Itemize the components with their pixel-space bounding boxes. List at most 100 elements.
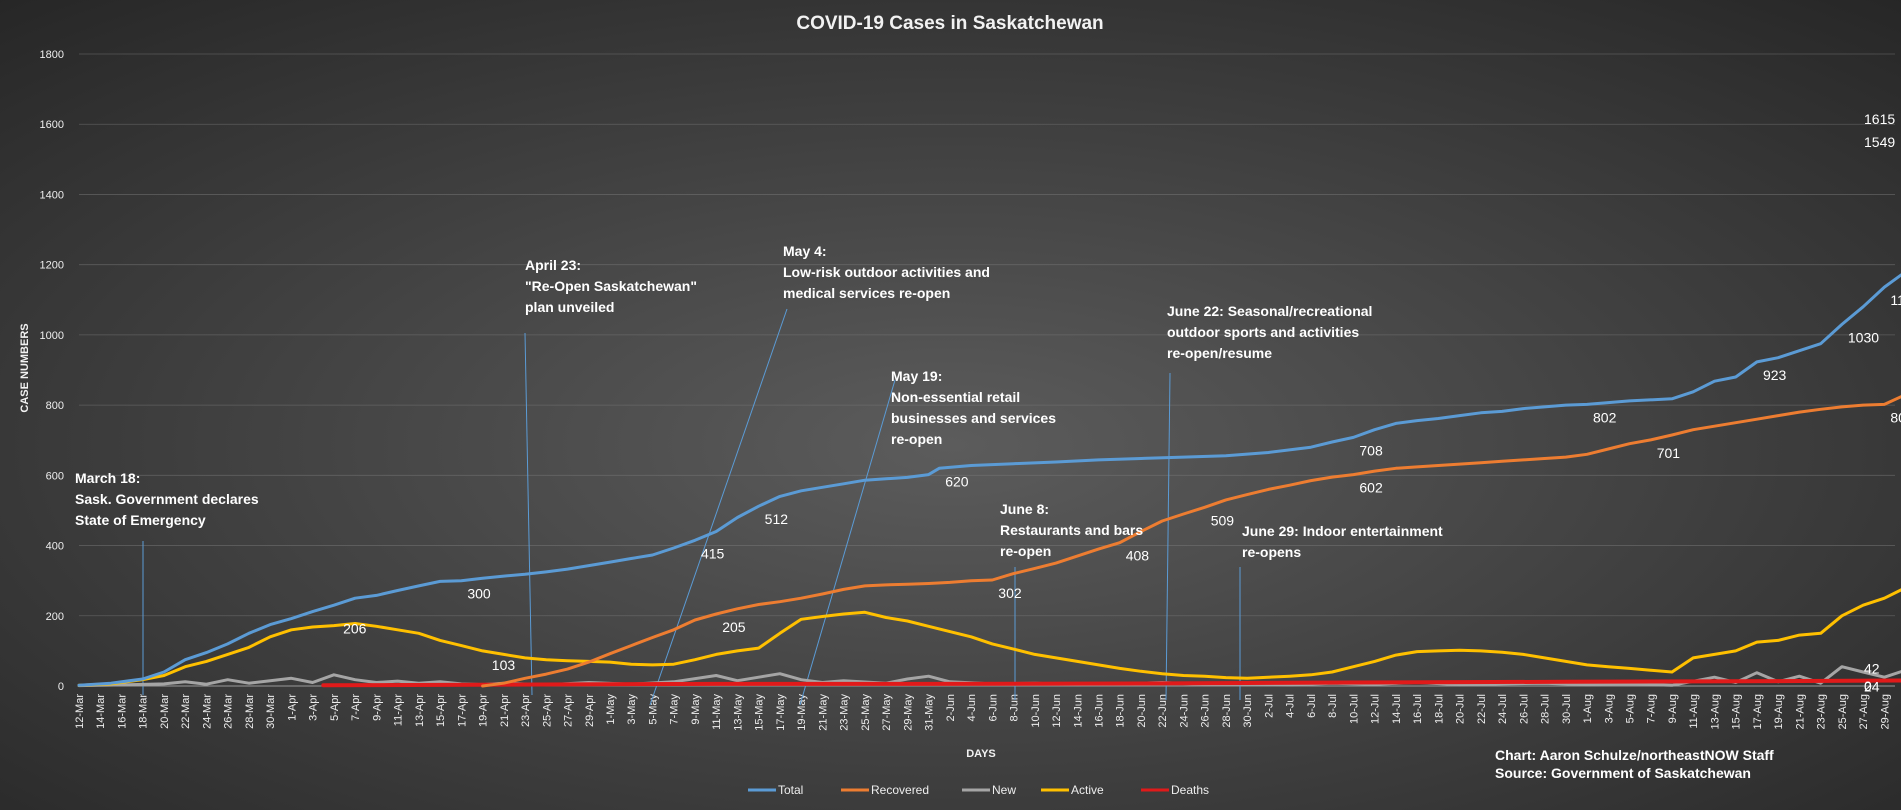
x-tick-label: 14-Mar	[95, 694, 107, 729]
x-tick-label: 9-Apr	[371, 694, 383, 721]
annotation-pointer-line	[524, 332, 533, 696]
y-tick-label: 1800	[40, 49, 64, 61]
legend-label-new: New	[992, 783, 1016, 797]
x-tick-label: 12-Jun	[1051, 694, 1063, 728]
data-label: 512	[765, 511, 789, 527]
legend: Total Recovered New Active Deaths	[748, 783, 1209, 797]
y-tick-label: 200	[46, 611, 64, 623]
y-tick-label: 1000	[40, 330, 64, 342]
data-label: 1615	[1864, 111, 1895, 127]
x-tick-label: 2-Jul	[1263, 694, 1275, 718]
data-label: 300	[467, 586, 491, 602]
x-tick-label: 5-Aug	[1625, 694, 1637, 723]
x-tick-label: 28-Mar	[244, 694, 256, 729]
x-tick-label: 26-Mar	[223, 694, 235, 729]
x-tick-label: 11-Apr	[393, 694, 405, 727]
x-tick-label: 5-May	[647, 694, 659, 725]
credit-line: Source: Government of Saskatchewan	[1495, 765, 1751, 781]
x-tick-label: 7-Aug	[1646, 694, 1658, 723]
data-label: 701	[1657, 445, 1681, 461]
x-tick-label: 4-Jun	[966, 694, 978, 722]
data-label: 302	[998, 585, 1022, 601]
x-tick-label: 11-May	[711, 694, 723, 730]
x-tick-label: 15-May	[754, 694, 766, 731]
x-tick-label: 25-Aug	[1837, 694, 1849, 729]
legend-label-recovered: Recovered	[871, 783, 929, 797]
x-tick-label: 12-Jul	[1370, 694, 1382, 724]
annotation-pointer-line	[649, 308, 788, 706]
x-tick-label: 9-May	[690, 694, 702, 725]
annotation-pointer-line	[1165, 372, 1171, 701]
x-tick-label: 16-Jun	[1094, 694, 1106, 728]
data-label: 103	[492, 657, 516, 673]
chart-credit: Chart: Aaron Schulze/northeastNOW Staff S…	[1495, 747, 1774, 781]
x-tick-label: 22-Jun	[1157, 694, 1169, 728]
x-axis-title: DAYS	[966, 748, 996, 760]
y-tick-label: 600	[46, 470, 64, 482]
x-tick-label: 26-Jun	[1200, 694, 1212, 728]
data-label: 602	[1359, 480, 1383, 496]
x-tick-label: 3-Aug	[1603, 694, 1615, 723]
x-tick-label: 28-Jul	[1540, 694, 1552, 724]
data-label: 509	[1211, 512, 1235, 528]
x-tick-label: 20-Jun	[1136, 694, 1148, 728]
x-tick-label: 1-Aug	[1582, 694, 1594, 723]
x-tick-label: 22-Jul	[1476, 694, 1488, 724]
annotation-may-19: May 19: Non-essential retail businesses an…	[891, 368, 1056, 447]
x-tick-label: 21-Aug	[1794, 694, 1806, 729]
x-tick-label: 6-Jul	[1306, 694, 1318, 718]
x-tick-label: 2-Jun	[945, 694, 957, 722]
data-label: 415	[701, 545, 725, 561]
annotation-may-4: May 4: Low-risk outdoor activities and med…	[783, 243, 990, 301]
x-tick-label: 1-May	[605, 694, 617, 725]
data-label: 1136	[1890, 292, 1901, 308]
x-tick-label: 24-Jun	[1178, 694, 1190, 728]
credit-line: Chart: Aaron Schulze/northeastNOW Staff	[1495, 747, 1774, 763]
x-tick-label: 27-Apr	[563, 694, 575, 727]
x-tick-label: 14-Jun	[1072, 694, 1084, 728]
y-tick-label: 0	[58, 681, 64, 693]
x-tick-label: 23-Aug	[1816, 694, 1828, 729]
legend-label-deaths: Deaths	[1171, 783, 1209, 797]
data-label: 620	[945, 473, 969, 489]
x-tick-label: 22-Mar	[180, 694, 192, 729]
x-tick-label: 18-Jul	[1433, 694, 1445, 724]
x-tick-label: 31-May	[924, 694, 936, 731]
data-label: 923	[1763, 367, 1787, 383]
annotation-june-29: June 29: Indoor entertainment re-opens	[1242, 523, 1443, 560]
x-tick-label: 21-Apr	[499, 694, 511, 727]
x-tick-label: 25-Apr	[541, 694, 553, 727]
x-tick-label: 6-Jun	[987, 694, 999, 722]
data-label: 206	[343, 621, 367, 637]
x-tick-label: 15-Apr	[435, 694, 447, 727]
x-tick-label: 19-May	[796, 694, 808, 731]
x-tick-label: 3-May	[626, 694, 638, 725]
data-label: 708	[1359, 442, 1383, 458]
legend-label-active: Active	[1071, 783, 1104, 797]
x-tick-label: 9-Aug	[1667, 694, 1679, 723]
x-tick-label: 8-Jul	[1327, 694, 1339, 718]
x-tick-label: 29-Apr	[584, 694, 596, 727]
x-tick-label: 21-May	[817, 694, 829, 731]
x-tick-label: 16-Mar	[116, 694, 128, 729]
annotation-march-18: March 18: Sask. Government declares State …	[75, 470, 259, 528]
annotation-june-8: June 8: Restaurants and bars re-open	[1000, 501, 1143, 559]
x-tick-label: 30-Jul	[1561, 694, 1573, 724]
x-tick-label: 12-Mar	[74, 694, 86, 729]
x-tick-label: 23-May	[839, 694, 851, 731]
chart-title: COVID-19 Cases in Saskatchewan	[796, 13, 1103, 34]
x-tick-label: 7-Apr	[350, 694, 362, 721]
x-tick-label: 25-May	[860, 694, 872, 731]
x-tick-label: 11-Aug	[1688, 694, 1700, 729]
annotation-april-23: April 23: "Re-Open Saskatchewan" plan unve…	[525, 257, 697, 315]
x-tick-label: 13-May	[732, 694, 744, 731]
x-tick-label: 8-Jun	[1009, 694, 1021, 722]
data-label: 1549	[1864, 134, 1895, 150]
x-tick-label: 14-Jul	[1391, 694, 1403, 724]
series-line-recovered	[481, 395, 1901, 688]
data-label: 205	[722, 619, 746, 635]
y-tick-label: 1600	[40, 119, 64, 131]
x-tick-label: 30-Mar	[265, 694, 277, 729]
data-label: 408	[1126, 548, 1150, 564]
x-tick-label: 26-Jul	[1518, 694, 1530, 724]
